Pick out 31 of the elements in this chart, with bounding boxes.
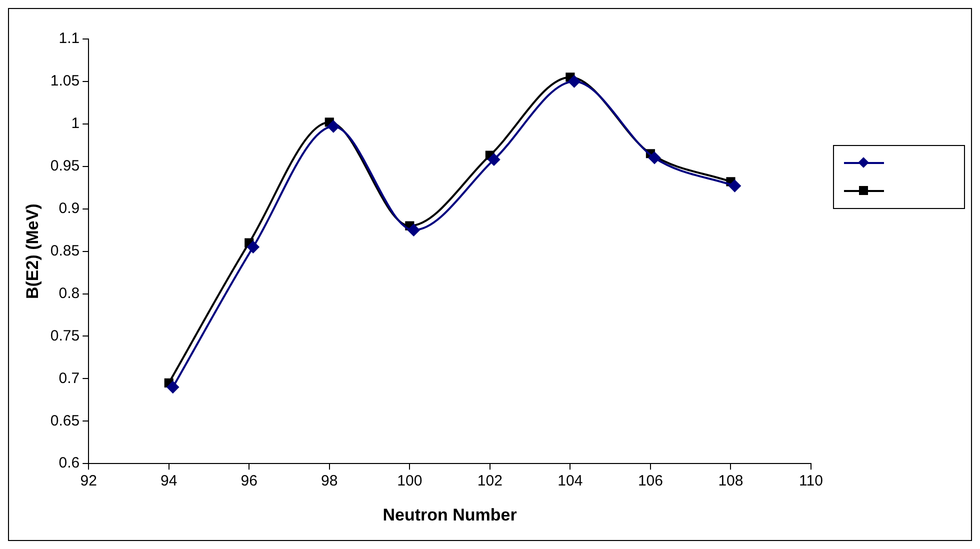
point [568, 75, 580, 88]
y-tick-label: 0.75 [50, 327, 80, 344]
y-tick-label: 0.6 [58, 454, 80, 472]
x-tick-label: 102 [477, 472, 502, 490]
point [247, 241, 260, 254]
y-tick-label: 0.65 [50, 412, 80, 430]
x-tick-label: 106 [638, 472, 663, 490]
point [728, 180, 741, 192]
x-tick-label: 108 [718, 472, 744, 490]
x-tick-label: 110 [799, 472, 823, 490]
y-tick-label: 1.1 [58, 30, 80, 48]
x-axis-title: Neutron Number [382, 505, 518, 524]
x-tick-label: 100 [397, 472, 422, 490]
x-tick-label: 104 [558, 472, 583, 490]
point [408, 224, 420, 236]
point [166, 381, 179, 394]
y-tick-label: 1 [71, 115, 80, 132]
point [648, 152, 660, 164]
y-tick-label: 0.9 [58, 200, 80, 217]
x-tick-label: 92 [80, 472, 97, 490]
point [488, 154, 500, 166]
y-tick-label: 1.05 [50, 72, 80, 90]
y-tick-label: 0.85 [50, 242, 80, 260]
y-tick-label: 0.95 [50, 158, 80, 175]
x-tick-label: 94 [160, 472, 178, 490]
x-tick-label: 96 [240, 472, 258, 490]
x-tick-label: 98 [321, 472, 338, 490]
point [327, 120, 340, 132]
y-tick-label: 0.8 [58, 284, 80, 302]
y-tick-label: 0.7 [58, 370, 80, 387]
y-axis-title: B(E2) (MeV) [22, 204, 42, 300]
